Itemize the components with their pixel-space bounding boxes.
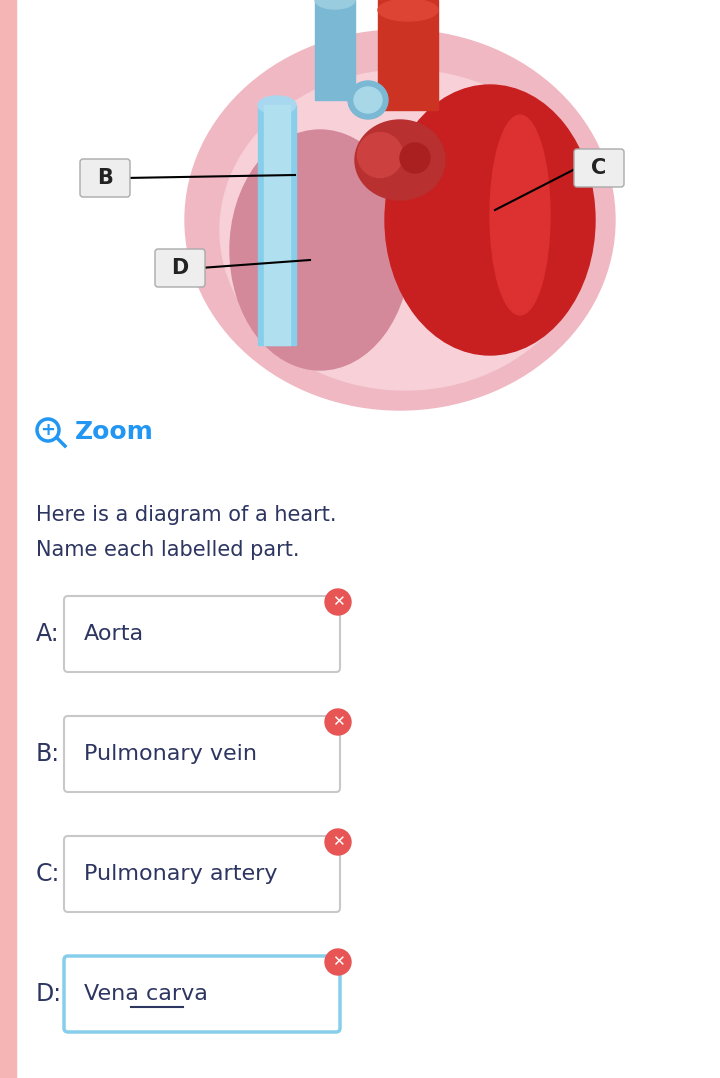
FancyBboxPatch shape bbox=[64, 956, 340, 1032]
Circle shape bbox=[325, 709, 351, 735]
Text: ✕: ✕ bbox=[332, 834, 344, 849]
Text: B:: B: bbox=[36, 742, 60, 766]
Ellipse shape bbox=[185, 30, 615, 410]
Ellipse shape bbox=[258, 96, 296, 114]
Text: B: B bbox=[97, 168, 113, 188]
Text: ✕: ✕ bbox=[332, 715, 344, 730]
Ellipse shape bbox=[490, 115, 550, 315]
Text: C: C bbox=[591, 158, 607, 178]
Text: C:: C: bbox=[36, 862, 60, 886]
Text: Pulmonary artery: Pulmonary artery bbox=[84, 863, 277, 884]
Bar bbox=[258, 105, 296, 345]
Bar bbox=[315, 0, 355, 100]
Ellipse shape bbox=[230, 130, 410, 370]
Ellipse shape bbox=[348, 81, 388, 119]
FancyBboxPatch shape bbox=[64, 716, 340, 792]
Text: ✕: ✕ bbox=[332, 594, 344, 609]
FancyBboxPatch shape bbox=[574, 149, 624, 186]
Bar bbox=[378, 0, 438, 110]
Text: Name each labelled part.: Name each labelled part. bbox=[36, 540, 300, 559]
Text: Vena carva: Vena carva bbox=[84, 984, 208, 1004]
Circle shape bbox=[325, 589, 351, 616]
Circle shape bbox=[325, 949, 351, 975]
FancyBboxPatch shape bbox=[64, 837, 340, 912]
Text: D:: D: bbox=[36, 982, 62, 1006]
FancyBboxPatch shape bbox=[80, 158, 130, 197]
Ellipse shape bbox=[385, 85, 595, 355]
Text: Zoom: Zoom bbox=[75, 420, 154, 444]
Ellipse shape bbox=[315, 0, 355, 9]
Ellipse shape bbox=[400, 143, 430, 172]
Circle shape bbox=[325, 829, 351, 855]
Text: D: D bbox=[171, 258, 189, 278]
FancyBboxPatch shape bbox=[155, 249, 205, 287]
Text: Aorta: Aorta bbox=[84, 624, 144, 644]
Ellipse shape bbox=[355, 120, 445, 201]
Ellipse shape bbox=[220, 70, 590, 390]
Text: ✕: ✕ bbox=[332, 954, 344, 969]
Text: Here is a diagram of a heart.: Here is a diagram of a heart. bbox=[36, 505, 336, 525]
Ellipse shape bbox=[358, 133, 402, 178]
Ellipse shape bbox=[378, 0, 438, 20]
Text: A:: A: bbox=[36, 622, 60, 646]
Text: +: + bbox=[40, 421, 55, 439]
Bar bbox=[0, 0, 16, 1078]
Text: Pulmonary vein: Pulmonary vein bbox=[84, 744, 257, 764]
Bar bbox=[264, 105, 290, 345]
FancyBboxPatch shape bbox=[64, 596, 340, 672]
Ellipse shape bbox=[354, 87, 382, 113]
